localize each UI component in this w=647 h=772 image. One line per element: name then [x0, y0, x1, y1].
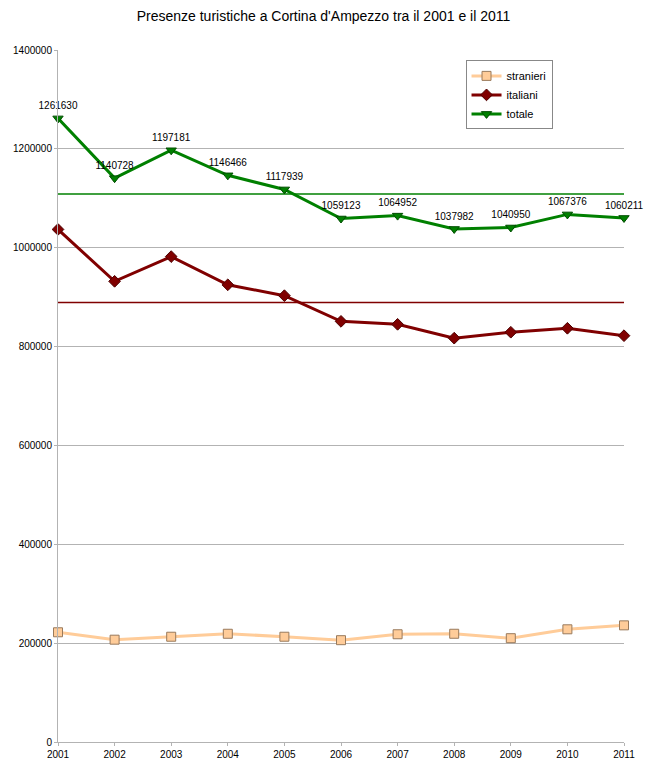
svg-text:1140728: 1140728 [95, 160, 134, 171]
svg-text:1146466: 1146466 [209, 157, 248, 168]
svg-text:2003: 2003 [160, 749, 183, 760]
svg-text:2010: 2010 [556, 749, 579, 760]
svg-text:2007: 2007 [386, 749, 409, 760]
svg-text:2008: 2008 [443, 749, 466, 760]
svg-text:1197181: 1197181 [152, 132, 191, 143]
svg-text:totale: totale [507, 108, 534, 120]
svg-text:1400000: 1400000 [13, 45, 52, 56]
svg-text:1060211: 1060211 [605, 200, 644, 211]
svg-text:1064952: 1064952 [378, 197, 417, 208]
svg-text:1200000: 1200000 [13, 143, 52, 154]
svg-text:2006: 2006 [330, 749, 353, 760]
svg-text:2011: 2011 [613, 749, 635, 760]
svg-text:2001: 2001 [47, 749, 70, 760]
svg-text:italiani: italiani [507, 89, 538, 101]
svg-text:1000000: 1000000 [13, 242, 52, 253]
svg-text:200000: 200000 [19, 638, 53, 649]
svg-text:600000: 600000 [19, 440, 53, 451]
svg-text:2004: 2004 [217, 749, 240, 760]
svg-text:400000: 400000 [19, 539, 53, 550]
svg-text:1040950: 1040950 [491, 209, 530, 220]
svg-text:800000: 800000 [19, 341, 53, 352]
svg-text:2005: 2005 [273, 749, 296, 760]
svg-text:Presenze turistiche a Cortina: Presenze turistiche a Cortina d'Ampezzo … [137, 8, 511, 24]
svg-text:2009: 2009 [500, 749, 523, 760]
svg-text:2002: 2002 [103, 749, 126, 760]
svg-text:1037982: 1037982 [435, 211, 474, 222]
svg-text:1261630: 1261630 [39, 100, 78, 111]
svg-text:1067376: 1067376 [548, 196, 587, 207]
svg-text:0: 0 [46, 737, 52, 748]
svg-text:stranieri: stranieri [507, 70, 546, 82]
svg-text:1059123: 1059123 [322, 200, 361, 211]
svg-text:1117939: 1117939 [266, 171, 304, 182]
